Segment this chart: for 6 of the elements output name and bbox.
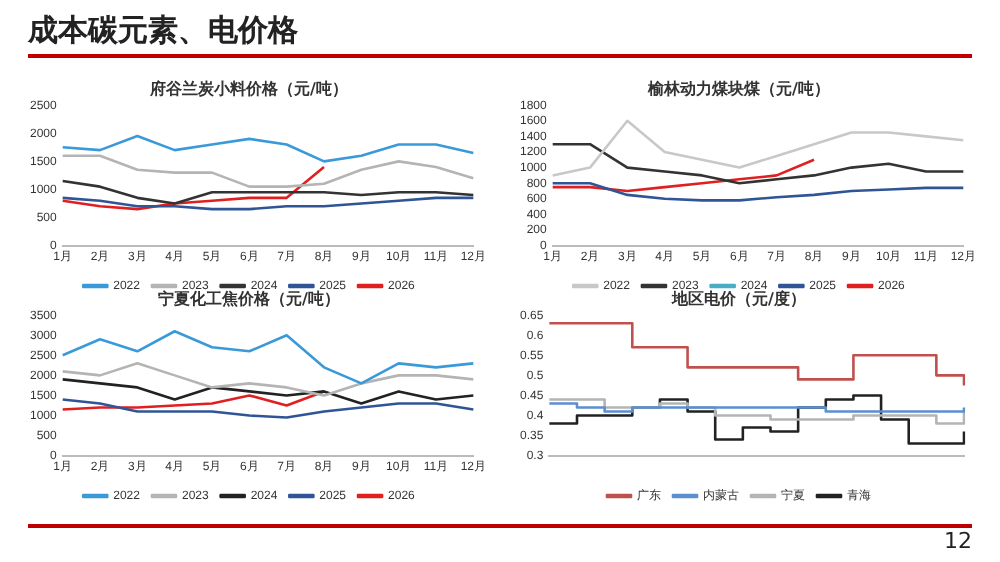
chart-title: 府谷兰炭小料价格（元/吨） [148,77,348,98]
chart-title: 宁夏化工焦价格（元/吨） [158,287,340,308]
chart-title: 地区电价（元/度） [670,287,806,308]
text: 成本碳元素、电价格 [28,12,298,50]
text: 12 [944,528,972,554]
chart-title: 榆林动力煤块煤（元/吨） [646,79,830,98]
